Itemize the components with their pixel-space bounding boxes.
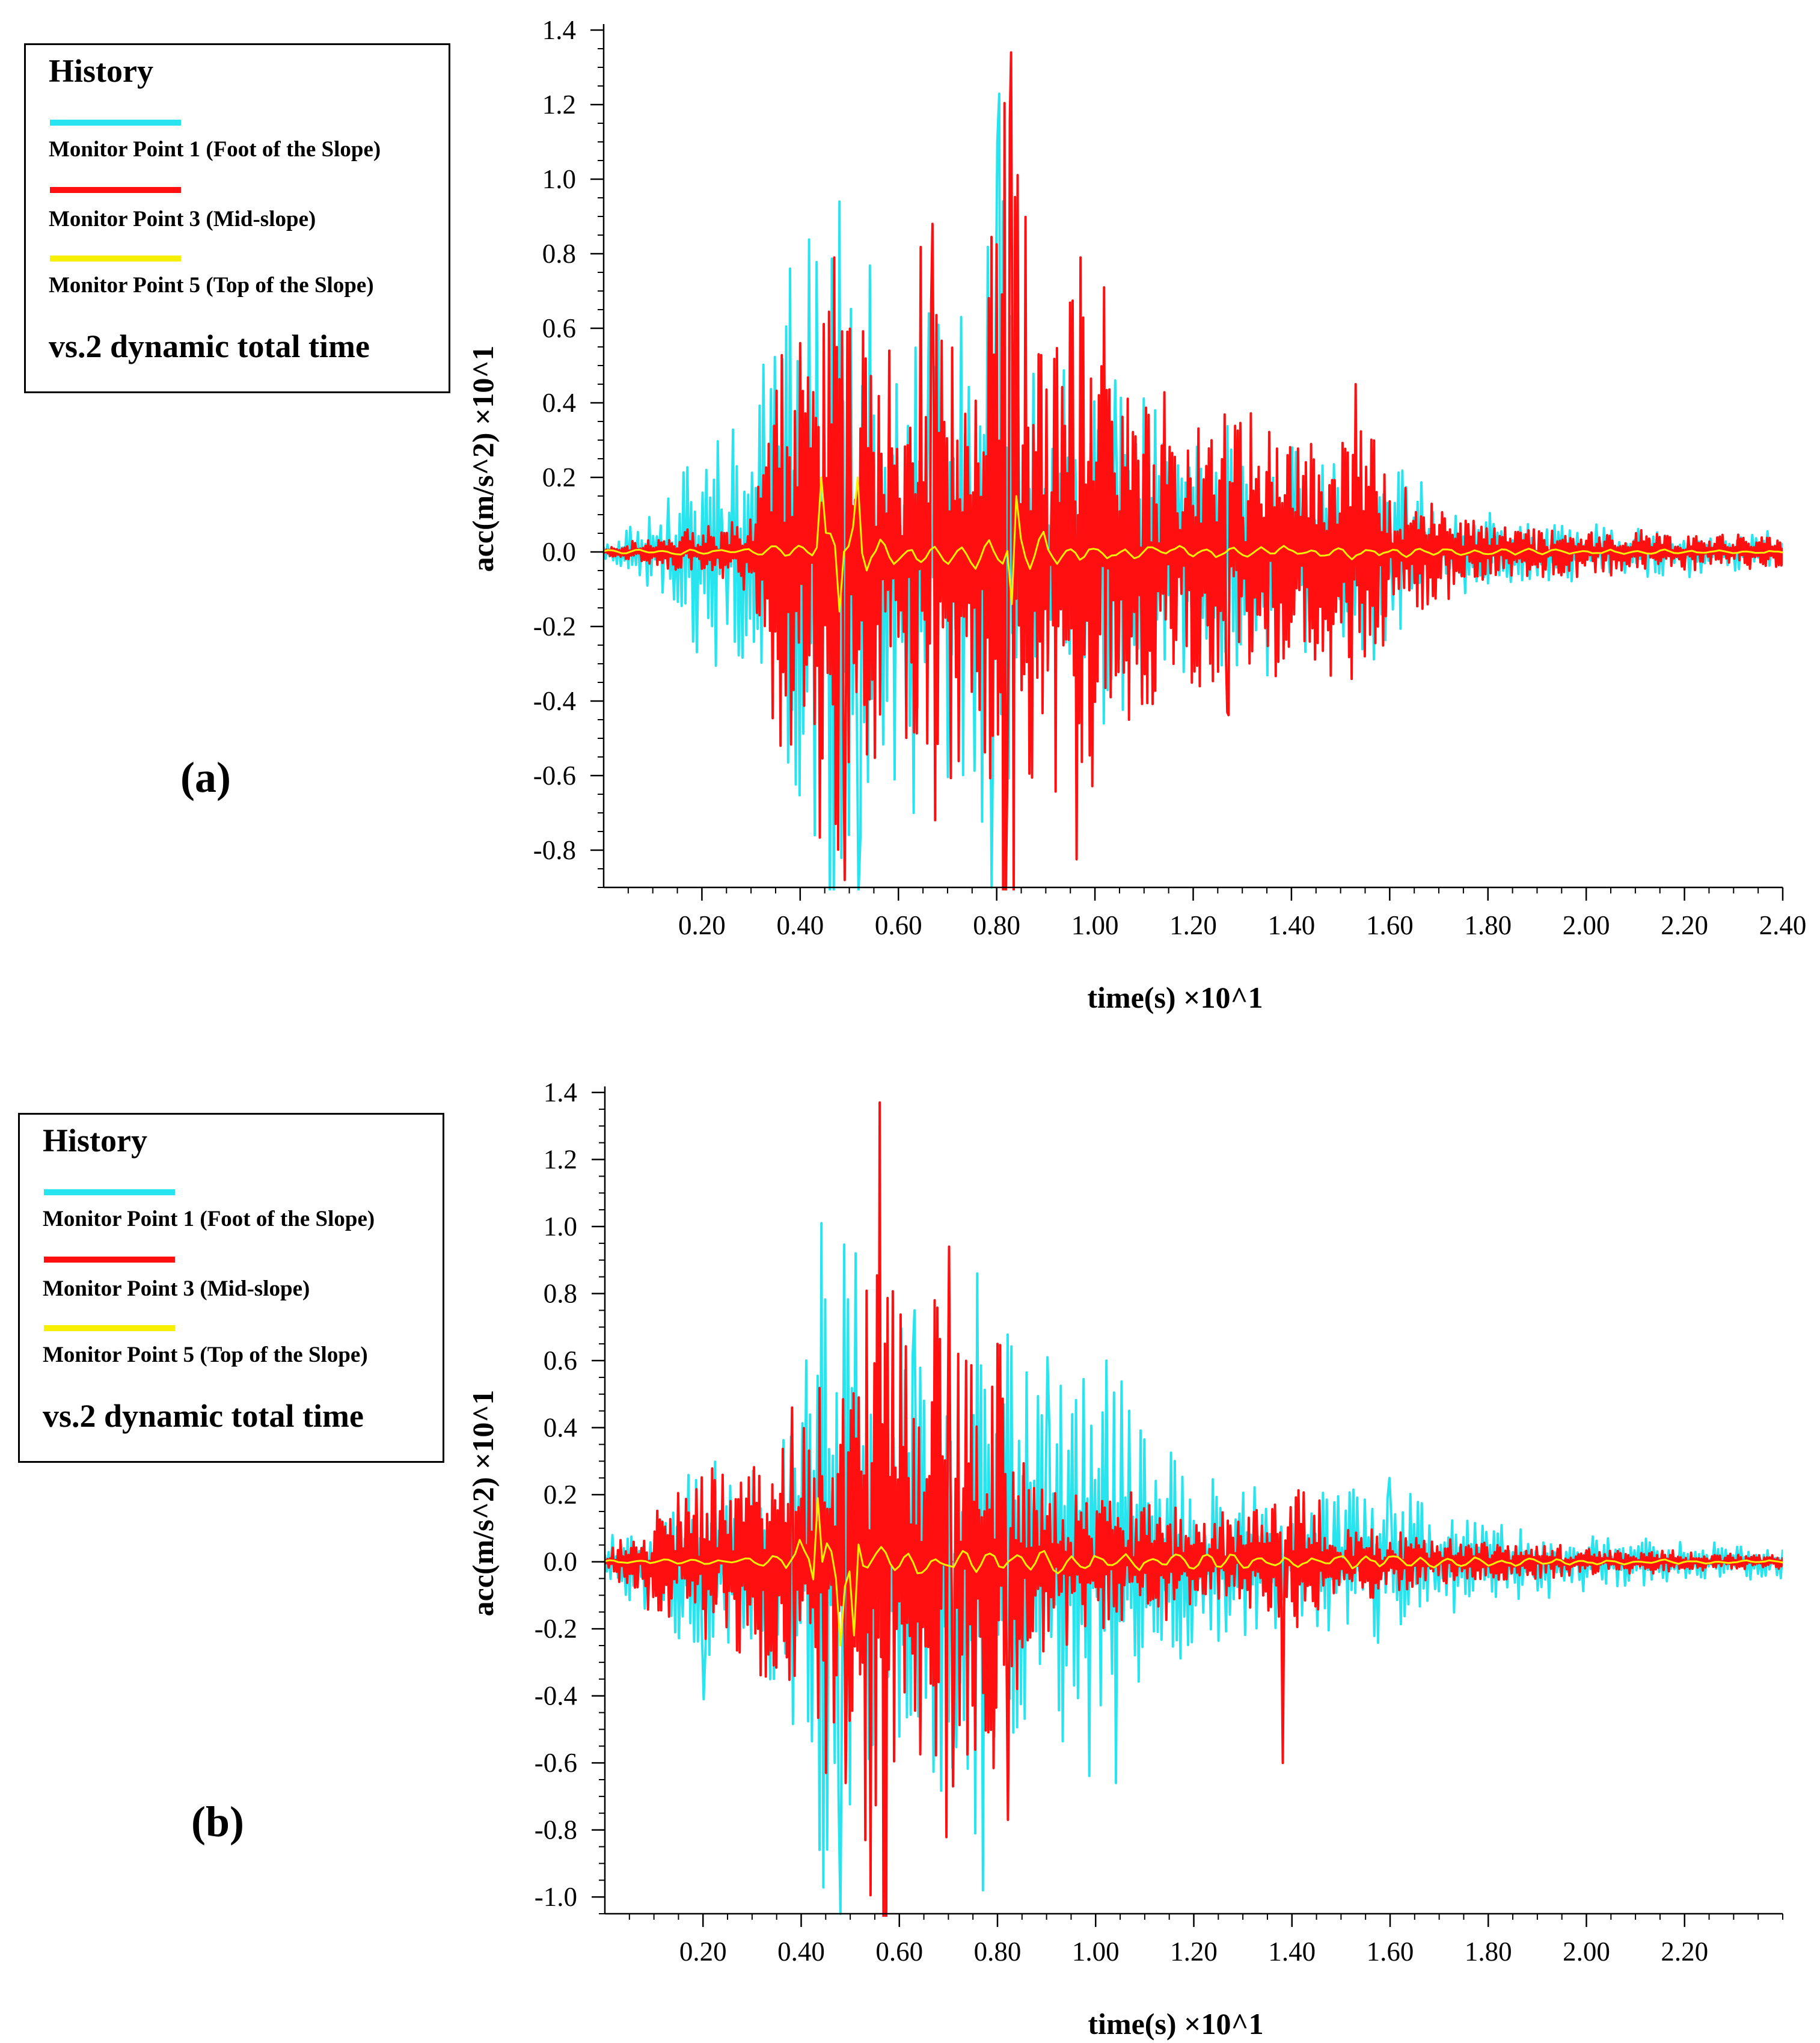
series-group [605,1101,1783,1917]
x-tick-label: 2.20 [1661,910,1708,940]
y-tick-label: 0.8 [544,1279,577,1309]
y-tick-label: -1.0 [535,1882,577,1912]
panel-label: (a) [180,753,231,801]
x-tick-label: 1.40 [1268,1937,1316,1967]
legend-title: History [49,53,153,89]
panel-a: History Monitor Point 1 (Foot of the Slo… [24,15,1807,1014]
x-tick-label: 1.80 [1465,1937,1512,1967]
x-tick-label: 1.20 [1170,1937,1218,1967]
legend-title: History [43,1123,147,1159]
y-tick-label: 0.4 [542,388,576,418]
legend-footer: vs.2 dynamic total time [49,328,370,364]
y-tick-label: 1.2 [542,90,576,120]
y-tick-label: 0.6 [542,313,576,343]
x-tick-label: 0.40 [776,910,824,940]
x-tick-label: 2.00 [1563,1937,1610,1967]
legend-box: History Monitor Point 1 (Foot of the Slo… [18,1113,444,1463]
y-tick-label: -0.2 [533,611,576,642]
y-tick-label: -0.4 [535,1681,577,1711]
y-tick-label: -0.8 [533,835,576,865]
panel-b: History Monitor Point 1 (Foot of the Slo… [0,1022,1820,2043]
y-tick-label: 1.0 [542,164,576,194]
y-axis-label: acc(m/s^2) ×10^1 [466,1390,500,1617]
y-tick-label: 0.6 [544,1346,577,1376]
y-tick-label: -0.2 [535,1614,577,1644]
y-axis-label: acc(m/s^2) ×10^1 [466,346,500,572]
x-tick-label: 0.60 [875,910,922,940]
legend-swatch-monitor-point-5 [44,1325,175,1331]
legend-label-monitor-point-5: Monitor Point 5 (Top of the Slope) [49,273,374,298]
x-tick-label: 1.60 [1366,910,1414,940]
y-tick-label: 0.8 [542,239,576,269]
x-axis-label: time(s) ×10^1 [1087,981,1263,1014]
y-tick-label: 0.2 [544,1480,577,1510]
y-tick-label: 0.4 [544,1413,577,1443]
legend-box: History Monitor Point 1 (Foot of the Slo… [24,43,450,393]
y-tick-label: 1.2 [544,1145,577,1175]
y-tick-label: 0.2 [542,462,576,492]
legend-label-monitor-point-3: Monitor Point 3 (Mid-slope) [49,207,316,231]
y-tick-label: -0.6 [533,761,576,791]
x-tick-label: 0.60 [875,1937,923,1967]
legend-swatch-monitor-point-5 [50,256,181,262]
series-line-monitor-point-5 [605,1497,1783,1647]
x-tick-label: 1.00 [1071,910,1119,940]
x-tick-label: 2.00 [1563,910,1610,940]
x-tick-label: 0.20 [679,1937,727,1967]
legend-label-monitor-point-1: Monitor Point 1 (Foot of the Slope) [49,137,381,162]
x-tick-label: 0.20 [678,910,726,940]
legend-swatch-monitor-point-1 [44,1189,175,1195]
legend-footer: vs.2 dynamic total time [43,1398,364,1434]
x-tick-label: 1.60 [1367,1937,1414,1967]
y-tick-label: 1.0 [544,1211,577,1242]
y-tick-label: 1.4 [544,1077,577,1107]
chart-a: 1.4 1.2 1.0 0.8 0.6 0.4 0.2 0.0 -0.2 -0.4 -0.6 -0.8… [466,15,1807,1014]
x-tick-label: 1.00 [1072,1937,1120,1967]
legend-label-monitor-point-3: Monitor Point 3 (Mid-slope) [43,1276,310,1301]
legend-swatch-monitor-point-3 [44,1257,175,1263]
x-tick-label: 1.40 [1268,910,1316,940]
x-tick-label: 1.80 [1464,910,1512,940]
x-tick-label: 1.20 [1169,910,1217,940]
series-line-monitor-point-3 [605,1101,1783,1917]
x-tick-label: 0.80 [973,910,1020,940]
series-line-monitor-point-5 [604,476,1783,613]
y-tick-label: 0.0 [542,537,576,567]
y-tick-label: -0.4 [533,686,576,716]
y-tick-label: 0.0 [544,1547,577,1577]
legend-swatch-monitor-point-3 [50,187,181,193]
legend-label-monitor-point-1: Monitor Point 1 (Foot of the Slope) [43,1207,375,1231]
x-axis-label: time(s) ×10^1 [1088,2007,1263,2041]
x-tick-label: 0.80 [974,1937,1022,1967]
panel-label: (b) [191,1798,244,1846]
chart-b: 1.4 1.2 1.0 0.8 0.6 0.4 0.2 0.0 -0.2 -0.4 -0.6 -0.8… [466,1077,1783,2041]
legend-label-monitor-point-5: Monitor Point 5 (Top of the Slope) [43,1343,368,1367]
x-tick-label: 2.20 [1661,1937,1708,1967]
legend-swatch-monitor-point-1 [50,120,181,126]
y-tick-label: -0.8 [535,1815,577,1845]
series-line-monitor-point-3 [604,51,1783,890]
x-tick-label: 0.40 [777,1937,825,1967]
y-tick-label: 1.4 [542,15,576,45]
y-tick-label: -0.6 [535,1748,577,1778]
series-group [604,51,1783,890]
x-tick-label: 2.40 [1759,910,1807,940]
